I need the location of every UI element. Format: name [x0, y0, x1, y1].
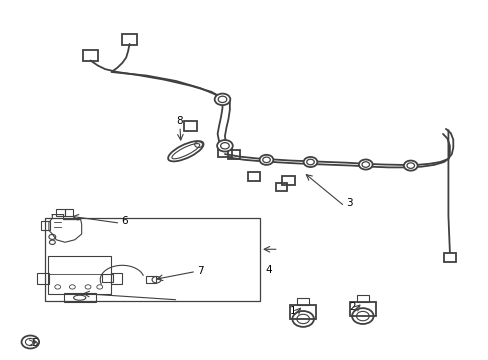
Bar: [102, 274, 113, 282]
Bar: [227, 150, 239, 158]
Bar: [443, 253, 455, 262]
Circle shape: [214, 94, 230, 105]
Text: 4: 4: [265, 265, 272, 275]
Text: 3: 3: [346, 198, 352, 208]
Bar: [349, 302, 375, 316]
Bar: [64, 209, 73, 216]
Bar: [41, 221, 50, 230]
Circle shape: [303, 157, 317, 167]
Bar: [45, 218, 260, 301]
Text: 1: 1: [289, 306, 296, 316]
Circle shape: [358, 159, 372, 170]
Text: 5: 5: [31, 338, 38, 348]
Bar: [63, 293, 96, 302]
Bar: [217, 147, 232, 157]
Bar: [290, 305, 315, 319]
Circle shape: [403, 161, 417, 171]
Bar: [122, 34, 137, 45]
Bar: [297, 298, 308, 305]
Bar: [56, 209, 64, 216]
Bar: [356, 295, 368, 302]
Bar: [248, 172, 260, 181]
Circle shape: [217, 140, 232, 152]
Text: 2: 2: [348, 302, 355, 312]
Text: 6: 6: [121, 216, 128, 226]
Text: 8: 8: [176, 116, 183, 126]
Bar: [48, 256, 111, 294]
Bar: [83, 50, 98, 61]
Bar: [275, 183, 286, 191]
Bar: [145, 276, 155, 283]
Text: 7: 7: [197, 266, 203, 276]
Bar: [37, 273, 49, 284]
Bar: [110, 273, 122, 284]
Circle shape: [259, 155, 273, 165]
Bar: [282, 176, 294, 185]
Bar: [184, 121, 197, 131]
